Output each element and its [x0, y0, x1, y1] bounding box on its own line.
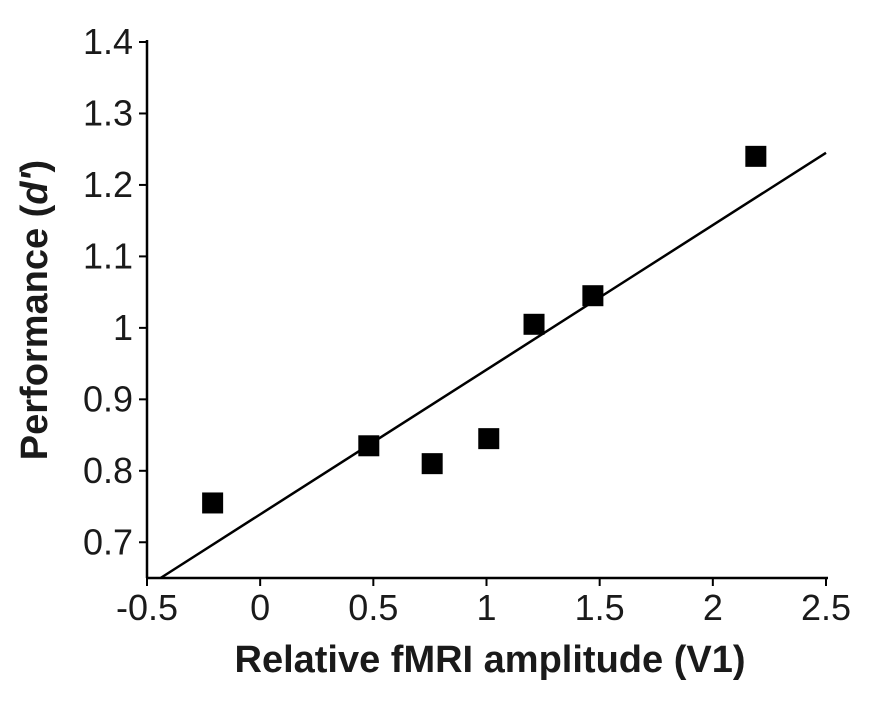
x-tick-label: 2.5 — [801, 587, 851, 628]
data-point — [478, 428, 500, 450]
x-tick-labels: -0.5 0 0.5 1 1.5 2 2.5 — [116, 587, 851, 628]
x-tick-label: 2 — [703, 587, 723, 628]
x-axis-title: Relative fMRI amplitude (V1) — [235, 639, 746, 681]
y-axis-title-suffix: ) — [14, 160, 56, 173]
y-tick-label: 1.1 — [83, 235, 133, 276]
x-tick-label: 1 — [476, 587, 496, 628]
axes — [139, 40, 828, 586]
x-tick-label: 0 — [250, 587, 270, 628]
y-tick-label: 0.9 — [83, 378, 133, 419]
y-tick-label: 1.3 — [83, 92, 133, 133]
data-point — [582, 285, 604, 307]
x-tick-label: 0.5 — [348, 587, 398, 628]
y-tick-labels: 0.7 0.8 0.9 1 1.1 1.2 1.3 1.4 — [83, 21, 133, 562]
y-axis-title-prefix: Performance ( — [14, 204, 56, 460]
y-axis-title-italic: d' — [14, 170, 56, 204]
x-tick-label: 1.5 — [575, 587, 625, 628]
y-tick-label: 1.2 — [83, 164, 133, 205]
data-point — [745, 145, 767, 167]
data-points — [202, 145, 767, 514]
data-point — [202, 492, 224, 514]
data-point — [421, 453, 443, 475]
data-point — [523, 313, 545, 335]
x-tick-label: -0.5 — [116, 587, 178, 628]
y-tick-label: 0.7 — [83, 521, 133, 562]
y-tick-label: 1.4 — [83, 21, 133, 62]
fit-line — [159, 151, 827, 580]
y-axis-title: Performance (d') — [14, 160, 56, 460]
y-tick-label: 1 — [113, 307, 133, 348]
y-tick-label: 0.8 — [83, 450, 133, 491]
fit-line-group — [159, 151, 827, 580]
data-point — [358, 435, 380, 457]
